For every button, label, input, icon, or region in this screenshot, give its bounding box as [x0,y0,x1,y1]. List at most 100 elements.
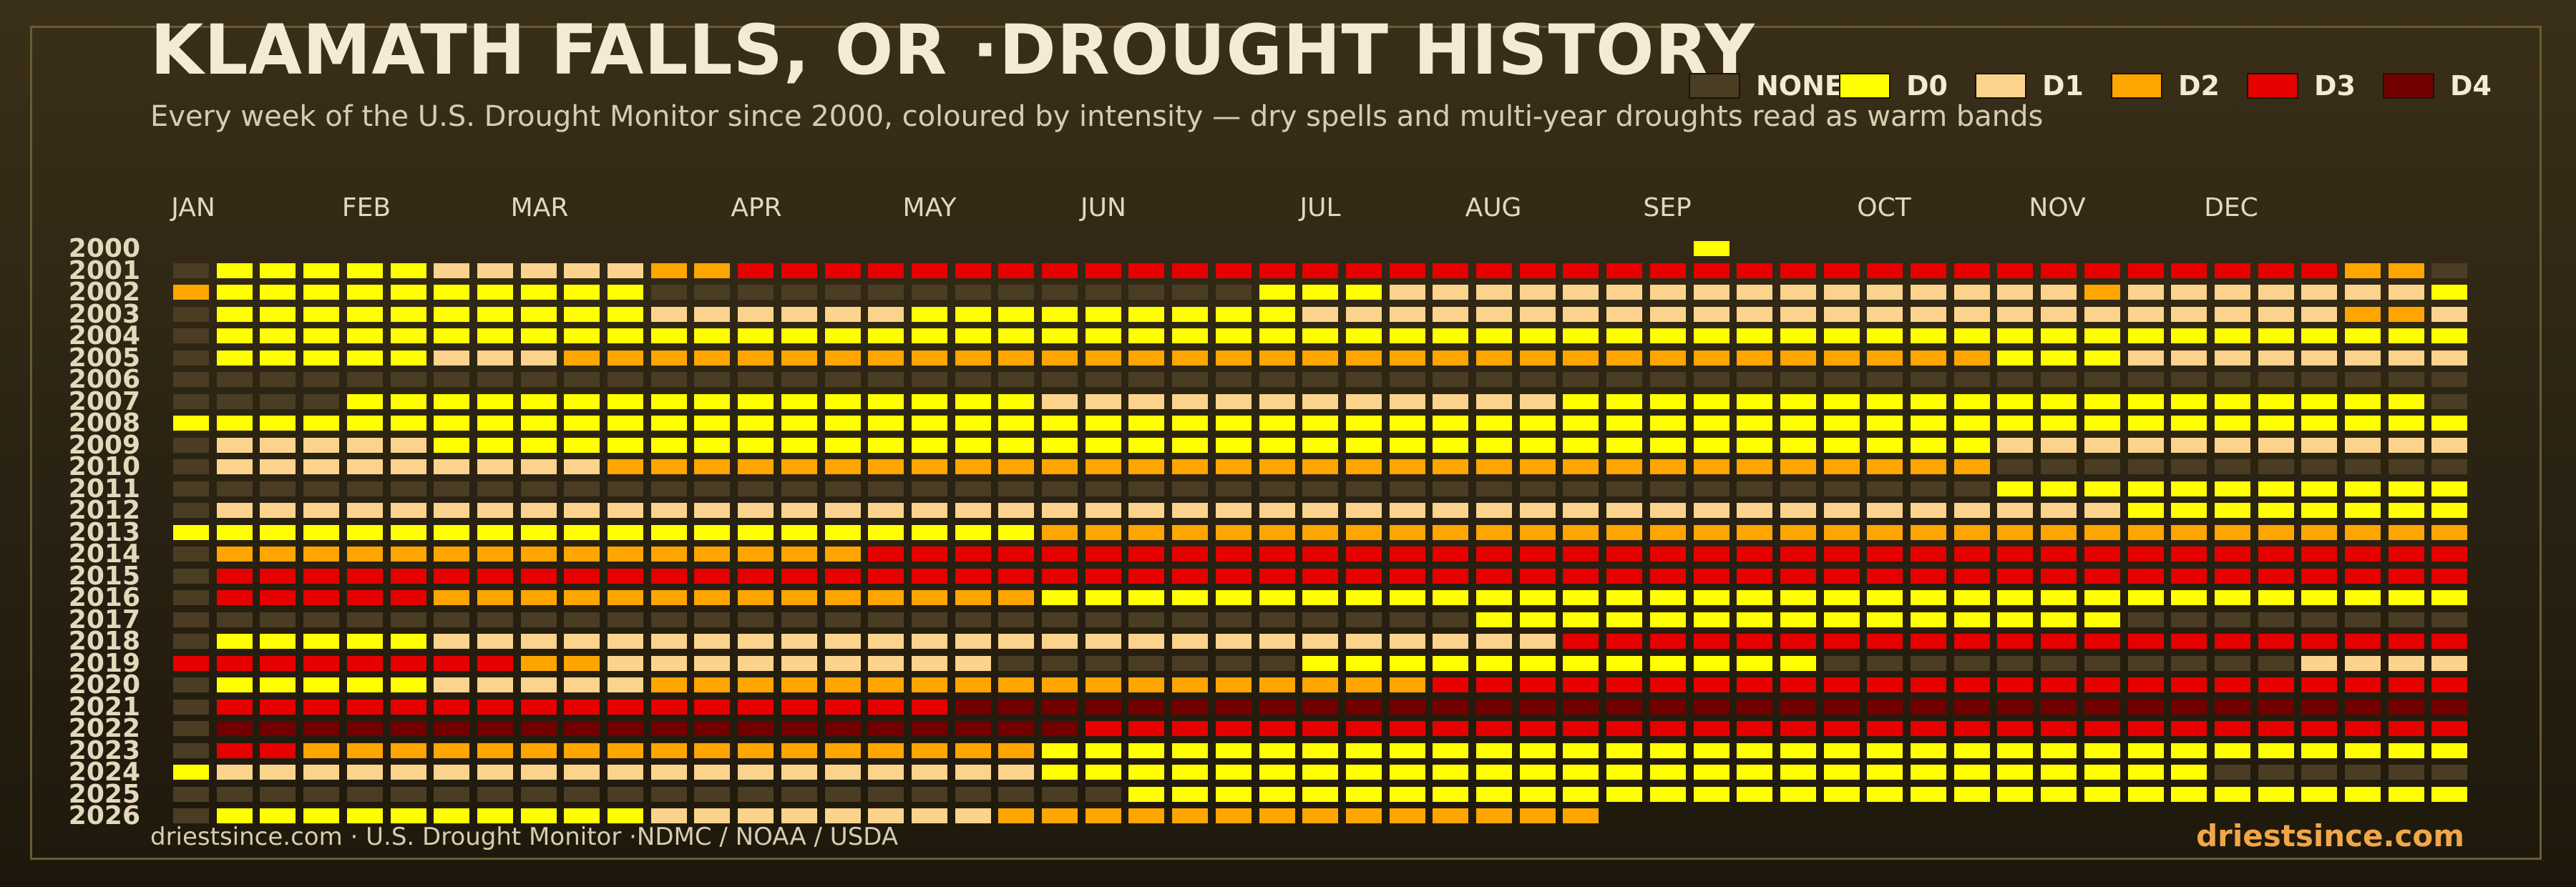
cell-2019-w1 [173,655,209,671]
cell-2023-w38 [1780,743,1816,758]
cell-2011-w38 [1780,481,1816,496]
cell-2020-w31 [1476,677,1512,692]
cell-2025-w41 [1911,786,1946,802]
cell-2005-w21 [1042,350,1078,366]
cell-2010-w2 [216,459,253,474]
cell-2002-w49 [2258,285,2294,300]
cell-2021-w15 [781,699,817,715]
cell-2012-w48 [2214,503,2250,518]
cell-2009-w36 [1693,437,1729,453]
cell-2007-w3 [260,393,296,409]
cell-2022-w51 [2345,721,2381,736]
cell-2003-w42 [1953,306,1990,322]
cell-2012-w25 [1215,503,1252,518]
cell-2003-w39 [1823,306,1860,322]
cell-2011-w40 [1867,481,1903,496]
cell-2020-w32 [1519,677,1556,692]
cell-2004-w16 [824,328,861,343]
cell-2005-w6 [390,350,426,366]
cell-2001-w7 [434,263,470,278]
cell-2012-w33 [1563,503,1599,518]
cell-2013-w31 [1476,524,1512,540]
cell-2021-w43 [1997,699,2034,715]
cell-2001-w30 [1433,263,1469,278]
legend-label-d1: D1 [2042,70,2084,102]
year-label-2009: 2009 [68,430,140,460]
cell-2013-w34 [1606,524,1643,540]
cell-2007-w7 [434,393,470,409]
cell-2011-w16 [824,481,861,496]
cell-2005-w19 [955,350,991,366]
cell-2022-w18 [911,721,947,736]
cell-2012-w8 [477,503,513,518]
cell-2014-w40 [1867,547,1903,562]
cell-2011-w39 [1823,481,1860,496]
cell-2025-w36 [1693,786,1729,802]
cell-2012-w1 [173,503,209,518]
cell-2009-w8 [477,437,513,453]
cell-2001-w44 [2041,263,2077,278]
cell-2001-w4 [303,263,340,278]
cell-2008-w2 [216,416,253,431]
footer-brand[interactable]: driestsince.com [2196,818,2464,853]
cell-2018-w1 [173,634,209,649]
cell-2001-w12 [650,263,687,278]
cell-2018-w35 [1649,634,1686,649]
cell-2024-w3 [260,765,296,780]
cell-2014-w45 [2084,547,2120,562]
cell-2012-w30 [1433,503,1469,518]
cell-2023-w3 [260,743,296,758]
cell-2017-w34 [1606,612,1643,627]
cell-2006-w11 [608,372,643,387]
cell-2017-w46 [2127,612,2164,627]
cell-2020-w23 [1128,677,1165,692]
cell-2003-w37 [1737,306,1773,322]
cell-2026-w7 [434,808,470,823]
cell-2013-w5 [346,524,383,540]
cell-2012-w43 [1997,503,2034,518]
cell-2014-w4 [303,547,340,562]
cell-2003-w18 [911,306,947,322]
cell-2023-w42 [1953,743,1990,758]
cell-2017-w14 [738,612,774,627]
year-label-2015: 2015 [68,561,140,591]
cell-2016-w11 [608,590,643,605]
cell-2005-w23 [1128,350,1165,366]
cell-2019-w40 [1867,655,1903,671]
cell-2013-w35 [1649,524,1686,540]
cell-2014-w15 [781,547,817,562]
cell-2020-w20 [998,677,1035,692]
cell-2012-w5 [346,503,383,518]
cell-2018-w6 [390,634,426,649]
cell-2005-w30 [1433,350,1469,366]
cell-2009-w1 [173,437,209,453]
cell-2012-w50 [2301,503,2338,518]
cell-2011-w23 [1128,481,1165,496]
cell-2021-w16 [824,699,861,715]
cell-2005-w38 [1780,350,1816,366]
cell-2025-w18 [911,786,947,802]
cell-2002-w12 [650,285,687,300]
cell-2001-w9 [520,263,557,278]
cell-2018-w30 [1433,634,1469,649]
cell-2023-w46 [2127,743,2164,758]
cell-2018-w18 [911,634,947,649]
cell-2022-w49 [2258,721,2294,736]
cell-2023-w16 [824,743,861,758]
cell-2010-w40 [1867,459,1903,474]
cell-2025-w49 [2258,786,2294,802]
cell-2021-w2 [216,699,253,715]
cell-2006-w50 [2301,372,2338,387]
cell-2017-w26 [1259,612,1295,627]
cell-2007-w13 [694,393,731,409]
cell-2018-w13 [694,634,731,649]
cell-2020-w42 [1953,677,1990,692]
cell-2003-w5 [346,306,383,322]
cell-2005-w20 [998,350,1035,366]
cell-2002-w51 [2345,285,2381,300]
cell-2014-w6 [390,547,426,562]
cell-2012-w21 [1042,503,1078,518]
cell-2018-w8 [477,634,513,649]
cell-2023-w19 [955,743,991,758]
cell-2010-w48 [2214,459,2250,474]
